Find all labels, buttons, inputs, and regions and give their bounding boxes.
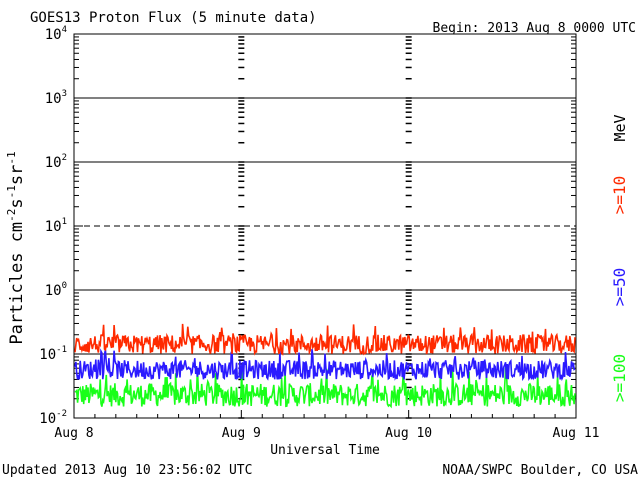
x-tick-label: Aug 8 (54, 426, 93, 441)
y-axis-label-main: Particles cm (7, 222, 27, 345)
x-axis-label: Universal Time (270, 443, 380, 458)
y-tick-label: 101 (45, 217, 67, 235)
svg-text:Particles cm-2s-1sr-1: Particles cm-2s-1sr-1 (5, 151, 27, 344)
x-tick-label: Aug 10 (385, 426, 432, 441)
credit-label: NOAA/SWPC Boulder, CO USA (442, 463, 638, 478)
legend-series-ge100: >=100 (610, 354, 629, 402)
y-tick-labels: 10-2 10-1 100 101 102 103 104 (39, 25, 67, 427)
y-tick-label: 100 (45, 281, 67, 299)
y-tick-label: 104 (45, 25, 67, 43)
y-axis-label-sup2: -1 (5, 185, 18, 198)
x-tick-label: Aug 9 (222, 426, 261, 441)
y-tick-label: 10-2 (39, 409, 67, 427)
legend-series-ge50: >=50 (610, 268, 629, 307)
series-layer (74, 323, 576, 409)
y-tick-label: 102 (45, 153, 67, 171)
y-tick-label: 103 (45, 89, 67, 107)
y-axis-label-sup3: -1 (5, 151, 18, 164)
y-axis-label-mid2: sr (7, 165, 27, 185)
x-tick-label: Aug 11 (553, 426, 600, 441)
legend-series-ge10: >=10 (610, 176, 629, 215)
legend-unit-mev: MeV (611, 114, 629, 141)
series-line-ge10 (74, 323, 576, 356)
x-tick-labels: Aug 8 Aug 9 Aug 10 Aug 11 (54, 426, 599, 441)
y-axis-label: Particles cm-2s-1sr-1 (5, 151, 27, 344)
updated-timestamp: Updated 2013 Aug 10 23:56:02 UTC (2, 463, 252, 478)
chart-title: GOES13 Proton Flux (5 minute data) (30, 10, 317, 26)
y-axis-label-mid1: s (7, 198, 27, 208)
series-line-ge50 (74, 348, 576, 382)
begin-label: Begin: 2013 Aug 8 0000 UTC (433, 21, 637, 36)
y-axis-label-sup1: -2 (5, 209, 18, 222)
y-tick-label: 10-1 (39, 345, 67, 363)
series-line-ge100 (74, 366, 576, 409)
